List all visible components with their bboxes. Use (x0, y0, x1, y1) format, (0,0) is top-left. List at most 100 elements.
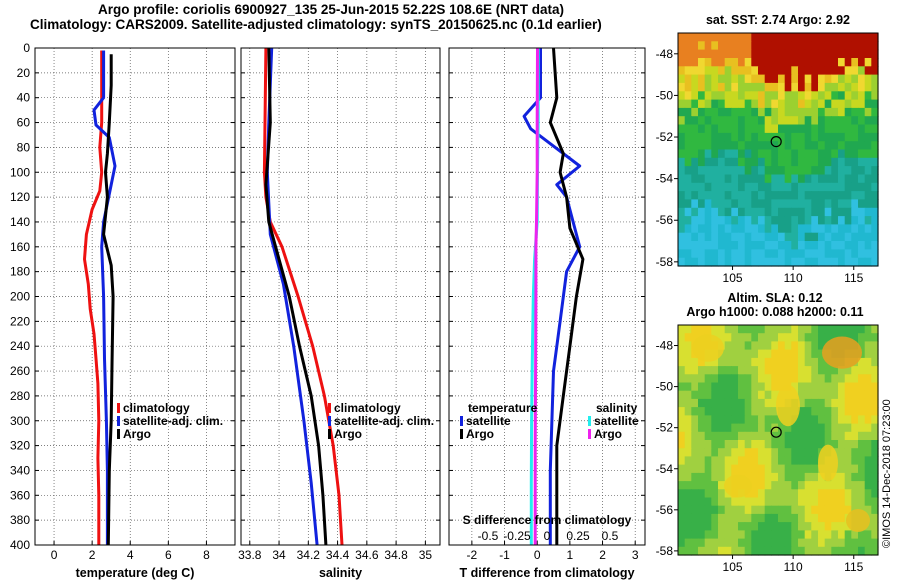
map-pixel (858, 199, 866, 209)
map-pixel (731, 107, 739, 117)
map-pixel (784, 341, 792, 351)
map-pixel (711, 497, 719, 507)
map-pixel (684, 505, 692, 515)
map-pixel (851, 325, 859, 334)
map-pixel (851, 216, 859, 225)
map-pixel (744, 224, 752, 234)
map-pixel (751, 497, 759, 507)
map-pixel (844, 489, 852, 499)
map-pixel (744, 538, 752, 548)
map-pixel (711, 390, 719, 400)
map-pixel (784, 157, 792, 167)
map-pixel (744, 191, 752, 200)
map-pixel (784, 33, 792, 42)
map-pixel (818, 99, 826, 109)
map-pixel (738, 349, 746, 359)
map-pixel (831, 497, 839, 507)
map-pixel (744, 91, 752, 101)
map-pixel (784, 497, 792, 507)
map-pixel (764, 522, 772, 531)
map-pixel (751, 423, 759, 433)
map-pixel (804, 33, 812, 42)
map-pixel (778, 538, 786, 548)
map-pixel (818, 91, 826, 101)
map-pixel (831, 423, 839, 433)
map-pixel (698, 464, 706, 474)
map-pixel (678, 41, 686, 51)
map-pixel (811, 366, 819, 375)
map-pixel (778, 513, 786, 523)
map-blob (692, 334, 724, 362)
map-pixel (778, 157, 786, 167)
map-pixel (698, 257, 706, 267)
map-pixel (724, 382, 732, 392)
map-pixel (771, 66, 779, 76)
map-pixel (831, 382, 839, 392)
map-pixel (744, 116, 752, 126)
map-pixel (804, 224, 812, 234)
map-pixel (838, 390, 846, 400)
sla-map-title-line2: Argo h1000: 0.088 h2000: 0.11 (686, 305, 863, 319)
map-pixel (678, 349, 686, 359)
map-pixel (838, 141, 846, 151)
map-pixel (804, 232, 812, 242)
x-tick-label: 1 (567, 548, 574, 562)
map-pixel (804, 440, 812, 449)
map-pixel (771, 546, 779, 556)
map-pixel (684, 333, 692, 342)
map-pixel (844, 530, 852, 540)
map-pixel (758, 149, 766, 159)
map-pixel (691, 157, 699, 167)
map-pixel (771, 423, 779, 433)
map-pixel (684, 241, 692, 250)
map-pixel (784, 366, 792, 375)
map-pixel (858, 464, 866, 474)
map-pixel (784, 41, 792, 51)
map-pixel (864, 141, 872, 151)
map-pixel (844, 132, 852, 142)
map-pixel (764, 149, 772, 159)
map-pixel (851, 33, 859, 42)
map-pixel (771, 232, 779, 242)
map-pixel (864, 132, 872, 142)
map-pixel (771, 366, 779, 375)
map-pixel (798, 382, 806, 392)
map-pixel (784, 216, 792, 225)
map-pixel (858, 407, 866, 416)
map-pixel (751, 174, 759, 184)
map-pixel (711, 174, 719, 184)
map-pixel (758, 349, 766, 359)
map-pixel (724, 374, 732, 384)
map-pixel (711, 207, 719, 217)
map-pixel (704, 74, 712, 84)
map-pixel (791, 74, 799, 84)
map-pixel (731, 41, 739, 51)
depth-tick-label: 80 (17, 140, 31, 154)
map-pixel (858, 241, 866, 250)
map-pixel (731, 357, 739, 367)
map-pixel (704, 141, 712, 151)
map-pixel (724, 107, 732, 117)
map-pixel (771, 522, 779, 531)
map-pixel (851, 464, 859, 474)
map-pixel (724, 357, 732, 367)
map-pixel (871, 505, 879, 515)
map-pixel (704, 199, 712, 209)
map-pixel (871, 464, 879, 474)
map-pixel (871, 398, 879, 408)
map-pixel (758, 141, 766, 151)
map-pixel (811, 374, 819, 384)
map-pixel (798, 91, 806, 101)
map-pixel (778, 349, 786, 359)
map-pixel (811, 325, 819, 334)
map-pixel (818, 58, 826, 67)
map-pixel (824, 124, 832, 134)
map-pixel (731, 99, 739, 109)
map-pixel (851, 182, 859, 192)
map-pixel (844, 82, 852, 92)
map-pixel (678, 82, 686, 92)
map-pixel (764, 91, 772, 101)
map-pixel (804, 538, 812, 548)
map-pixel (824, 157, 832, 167)
map-pixel (731, 116, 739, 126)
